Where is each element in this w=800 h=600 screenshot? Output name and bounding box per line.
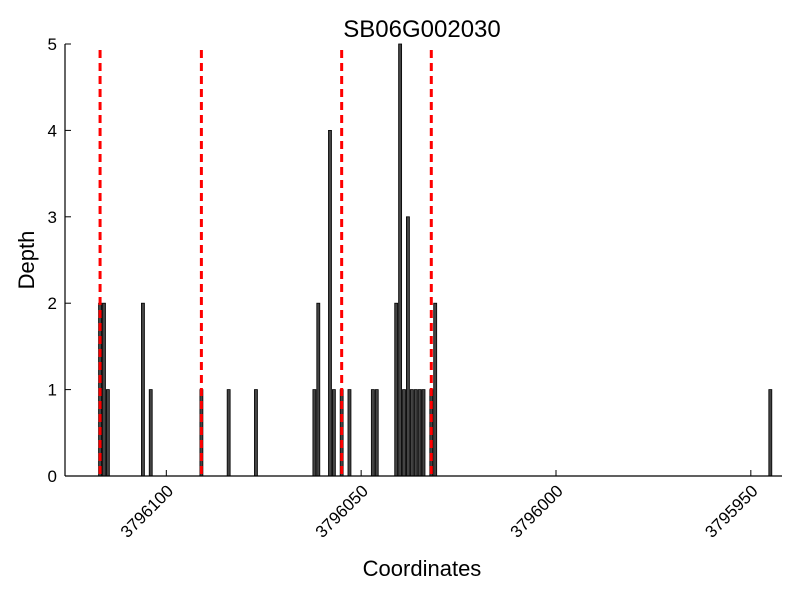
marker-lines (98, 50, 433, 476)
y-tick-label: 3 (48, 208, 57, 227)
y-tick-label: 2 (48, 294, 57, 313)
bar (328, 129, 332, 477)
bar (312, 389, 317, 477)
x-tick-label: 3796100 (117, 481, 177, 541)
y-ticks: 0 1 2 3 4 5 (48, 35, 71, 486)
bar (417, 389, 422, 477)
bar (421, 389, 426, 477)
bar (105, 389, 110, 477)
bar (370, 389, 375, 477)
bar (406, 216, 410, 477)
y-tick-label: 0 (48, 467, 57, 486)
bar (347, 389, 352, 477)
x-ticks: 3796100 3796050 3796000 3795950 (117, 470, 762, 542)
x-tick-label: 3795950 (701, 481, 761, 541)
y-tick-label: 4 (48, 121, 57, 140)
bar (102, 302, 106, 477)
bar (141, 302, 145, 477)
bar (398, 43, 403, 477)
bar (254, 389, 258, 477)
bar (433, 302, 438, 477)
y-tick-label: 5 (48, 35, 57, 54)
bar (413, 389, 418, 477)
bars-layer (98, 43, 773, 477)
bar (316, 302, 321, 477)
bar (768, 389, 773, 477)
y-tick-label: 1 (48, 381, 57, 400)
axes (64, 44, 782, 477)
bar (409, 389, 414, 477)
x-tick-label: 3796050 (312, 481, 372, 541)
x-tick-label: 3796000 (507, 481, 567, 541)
bar (331, 389, 336, 477)
bar (226, 389, 231, 477)
bar (374, 389, 379, 477)
bar (148, 389, 153, 477)
chart-title: SB06G002030 (343, 16, 500, 43)
bar (402, 389, 406, 477)
y-axis-title: Depth (14, 231, 39, 290)
x-axis-title: Coordinates (363, 556, 482, 581)
bar (394, 302, 399, 477)
